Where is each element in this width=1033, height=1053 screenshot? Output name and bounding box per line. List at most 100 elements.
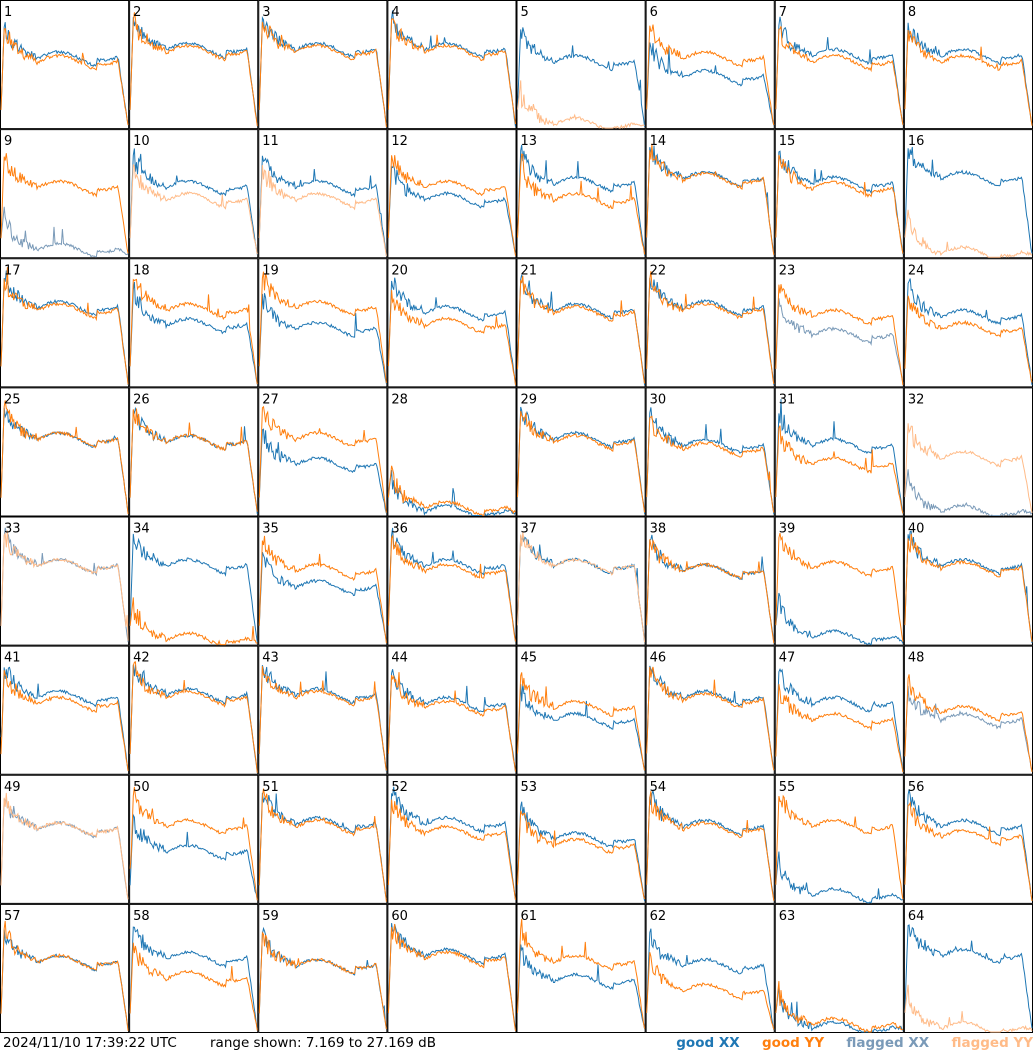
panel-32: 32: [903, 387, 1033, 517]
panel-3-yy-trace: [258, 21, 387, 128]
panel-59-yy-trace: [258, 931, 387, 1030]
panel-2-yy-trace: [129, 12, 258, 127]
panel-label: 1: [4, 5, 12, 20]
panel-34-yy-trace: [129, 597, 258, 646]
panel-19: 19: [258, 258, 388, 388]
panel-25: 25: [0, 387, 130, 517]
panel-53-xx-trace: [517, 801, 646, 902]
panel-label: 16: [908, 134, 925, 149]
panel-18-yy-trace: [129, 278, 258, 385]
panel-6-xx-trace: [646, 42, 775, 126]
panel-label: 47: [779, 651, 796, 666]
panel-10-xx-trace: [129, 148, 258, 255]
panel-55-xx-trace: [775, 851, 904, 904]
panel-frame: [903, 129, 1033, 259]
panel-33-xx-trace: [0, 527, 129, 643]
panel-50: 50: [129, 774, 259, 904]
panel-4-xx-trace: [387, 10, 516, 127]
panel-48-yy-trace: [904, 674, 1033, 772]
panel-frame: [774, 129, 904, 259]
panel-frame: [903, 0, 1033, 130]
panel-47-xx-trace: [775, 668, 904, 772]
range-readout: range shown: 7.169 to 27.169 dB: [210, 1035, 436, 1051]
panel-label: 49: [4, 780, 21, 795]
panel-frame: [645, 258, 775, 388]
panel-15-yy-trace: [775, 154, 904, 254]
panel-frame: [645, 645, 775, 775]
panel-frame: [387, 387, 517, 517]
panel-label: 4: [391, 5, 399, 20]
panel-35: 35: [258, 516, 388, 646]
panel-30-yy-trace: [646, 415, 775, 513]
panel-16-xx-trace: [904, 146, 1033, 254]
panel-38-yy-trace: [646, 538, 775, 644]
panel-34-xx-trace: [129, 533, 258, 643]
panel-12: 12: [387, 129, 517, 259]
panel-54-xx-trace: [646, 788, 775, 901]
panel-1: 1: [0, 0, 130, 130]
panel-frame: [129, 516, 259, 646]
panel-49-yy-trace: [0, 792, 129, 900]
panel-57: 57: [0, 903, 130, 1033]
panel-label: 64: [908, 909, 925, 924]
panel-label: 27: [262, 392, 279, 407]
panel-11: 11: [258, 129, 388, 259]
panel-1-yy-trace: [0, 27, 129, 126]
panel-frame: [645, 774, 775, 904]
panel-26: 26: [129, 387, 259, 517]
panel-label: 55: [779, 780, 796, 795]
panel-41-xx-trace: [0, 666, 129, 771]
panel-label: 31: [779, 392, 796, 407]
panel-29-yy-trace: [517, 410, 646, 513]
panel-label: 21: [521, 263, 538, 278]
panel-51-xx-trace: [258, 792, 387, 900]
panel-30-xx-trace: [646, 407, 775, 515]
panel-21-yy-trace: [517, 275, 646, 384]
panel-label: 32: [908, 392, 925, 407]
panel-label: 15: [779, 134, 796, 149]
panel-3: 3: [258, 0, 388, 130]
panel-32-yy-trace: [904, 423, 1033, 513]
panel-label: 58: [133, 909, 150, 924]
panel-label: 25: [4, 392, 21, 407]
panel-19-xx-trace: [258, 293, 387, 384]
panel-13-yy-trace: [517, 153, 646, 255]
panel-35-yy-trace: [258, 535, 387, 644]
panel-7-xx-trace: [775, 16, 904, 125]
panel-52: 52: [387, 774, 517, 904]
panel-label: 36: [391, 522, 408, 537]
panel-32-xx-trace: [904, 469, 1033, 517]
panel-label: 35: [262, 522, 279, 537]
panel-5: 5: [516, 0, 646, 130]
panel-45-yy-trace: [517, 672, 646, 771]
panel-20-xx-trace: [387, 277, 516, 385]
panel-label: 6: [650, 5, 658, 20]
panel-frame: [0, 516, 130, 646]
panel-label: 53: [521, 780, 538, 795]
panel-label: 33: [4, 522, 21, 537]
panel-48: 48: [903, 645, 1033, 775]
panel-frame: [645, 387, 775, 517]
panel-27-yy-trace: [258, 405, 387, 513]
panel-8-yy-trace: [904, 29, 1033, 126]
panel-label: 48: [908, 651, 925, 666]
panel-56: 56: [903, 774, 1033, 904]
panel-50-xx-trace: [129, 813, 258, 900]
panel-label: 41: [4, 651, 21, 666]
panel-frame: [0, 129, 130, 259]
panel-44: 44: [387, 645, 517, 775]
panel-4: 4: [387, 0, 517, 130]
panel-label: 7: [779, 5, 787, 20]
panel-57-yy-trace: [0, 920, 129, 1031]
panel-35-xx-trace: [258, 552, 387, 642]
panel-11-xx-trace: [258, 155, 387, 256]
panel-5-xx-trace: [517, 27, 646, 127]
panel-frame: [903, 903, 1033, 1033]
panel-53-yy-trace: [517, 810, 646, 900]
legend: good XX good YY flagged XX flagged YY: [658, 1033, 1033, 1053]
panel-33: 33: [0, 516, 130, 646]
panel-label: 63: [779, 909, 796, 924]
panel-9-xx-trace: [0, 206, 129, 258]
panel-25-yy-trace: [0, 400, 129, 515]
panel-label: 50: [133, 780, 150, 795]
